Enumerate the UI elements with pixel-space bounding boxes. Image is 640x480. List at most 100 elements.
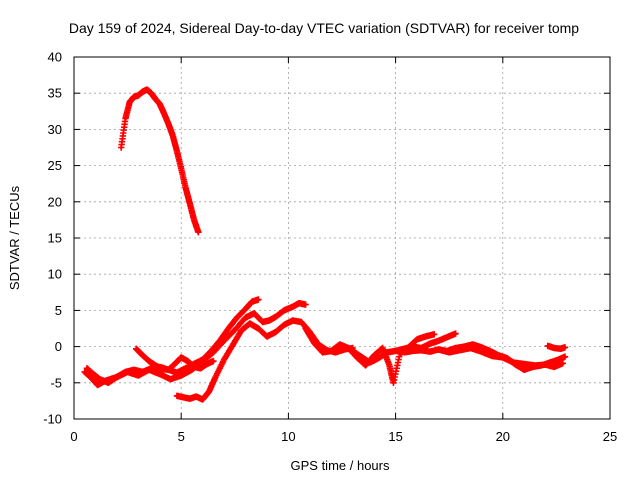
data-point (394, 349, 397, 353)
data-point (194, 395, 198, 398)
data-point (171, 133, 175, 137)
data-point (160, 367, 164, 371)
data-point (145, 88, 149, 91)
data-point (205, 362, 209, 366)
data-point (561, 361, 565, 365)
data-point (128, 100, 132, 104)
data-point (192, 365, 196, 369)
y-tick-label: 10 (48, 267, 62, 282)
data-point (179, 356, 183, 359)
y-tick-label: -10 (43, 412, 62, 427)
data-point (132, 95, 136, 99)
data-point (179, 167, 183, 170)
data-point (136, 374, 140, 377)
data-point (402, 350, 406, 354)
data-point (186, 359, 190, 363)
series-satellite-arc-d (133, 345, 217, 373)
data-point (184, 366, 187, 370)
series-satellite-arc-h (435, 344, 566, 371)
data-point (192, 218, 196, 222)
data-point (248, 322, 252, 325)
data-point (552, 365, 556, 369)
x-tick-label: 0 (70, 429, 77, 444)
x-tick-label: 5 (178, 429, 185, 444)
data-point (126, 370, 129, 374)
data-point (244, 307, 247, 311)
data-point (250, 300, 254, 304)
data-point (256, 298, 260, 301)
data-point (338, 343, 342, 346)
x-axis-label: GPS time / hours (291, 458, 390, 473)
data-point (226, 327, 230, 330)
data-point (85, 366, 89, 370)
data-point (512, 361, 515, 364)
series-satellite-arc-i (544, 342, 569, 352)
plot-frame (73, 56, 611, 420)
data-point (175, 149, 179, 153)
data-point (115, 375, 119, 379)
data-point (385, 350, 389, 354)
data-point (454, 332, 458, 335)
grid-layer (74, 57, 610, 419)
data-point (214, 375, 217, 379)
data-point (166, 368, 170, 372)
data-point (252, 311, 256, 315)
y-tick-label: 20 (48, 194, 62, 209)
data-point (411, 345, 415, 348)
data-point (267, 319, 271, 322)
data-point (392, 381, 395, 385)
x-tick-label: 25 (603, 429, 617, 444)
data-point (244, 316, 247, 320)
data-point (347, 346, 350, 350)
y-tick-label: 15 (48, 231, 62, 246)
data-point (471, 343, 475, 346)
data-point (544, 363, 548, 367)
data-point (282, 309, 286, 312)
data-point (201, 398, 205, 401)
data-point (96, 383, 99, 387)
data-point (387, 363, 391, 367)
data-point (351, 349, 355, 353)
series-satellite-arc-high (118, 86, 202, 236)
data-point (179, 374, 183, 377)
data-point (147, 368, 151, 372)
data-point (299, 320, 303, 324)
data-point (445, 335, 449, 339)
data-point (91, 372, 95, 376)
y-tick-label: 35 (48, 86, 62, 101)
data-point (533, 364, 537, 367)
y-tick-label: 40 (48, 50, 62, 65)
data-point (559, 347, 563, 351)
data-point (265, 335, 269, 338)
data-point (377, 356, 380, 360)
data-point (428, 350, 432, 354)
data-point (329, 349, 333, 353)
data-point (428, 342, 432, 346)
y-tick-label: 0 (55, 339, 62, 354)
data-markers (435, 344, 566, 371)
data-point (372, 353, 376, 357)
data-point (297, 301, 301, 305)
data-point (522, 368, 526, 372)
chart-title: Day 159 of 2024, Sidereal Day-to-day VTE… (69, 20, 579, 36)
data-point (291, 319, 295, 322)
data-point (552, 346, 556, 350)
data-point (211, 359, 215, 363)
data-point (447, 350, 451, 354)
data-point (274, 315, 277, 319)
data-point (563, 355, 567, 359)
data-point (211, 350, 215, 354)
data-layer (81, 86, 569, 403)
data-point (261, 320, 265, 324)
y-tick-label: -5 (50, 375, 62, 390)
data-point (437, 339, 440, 343)
data-point (98, 377, 102, 381)
data-point (522, 362, 526, 366)
data-point (169, 377, 172, 381)
data-point (141, 353, 145, 357)
y-axis-label: SDTVAR / TECUs (7, 185, 22, 290)
data-point (136, 93, 140, 97)
y-tick-label: 25 (48, 158, 62, 173)
data-point (188, 397, 192, 401)
data-point (469, 346, 473, 350)
